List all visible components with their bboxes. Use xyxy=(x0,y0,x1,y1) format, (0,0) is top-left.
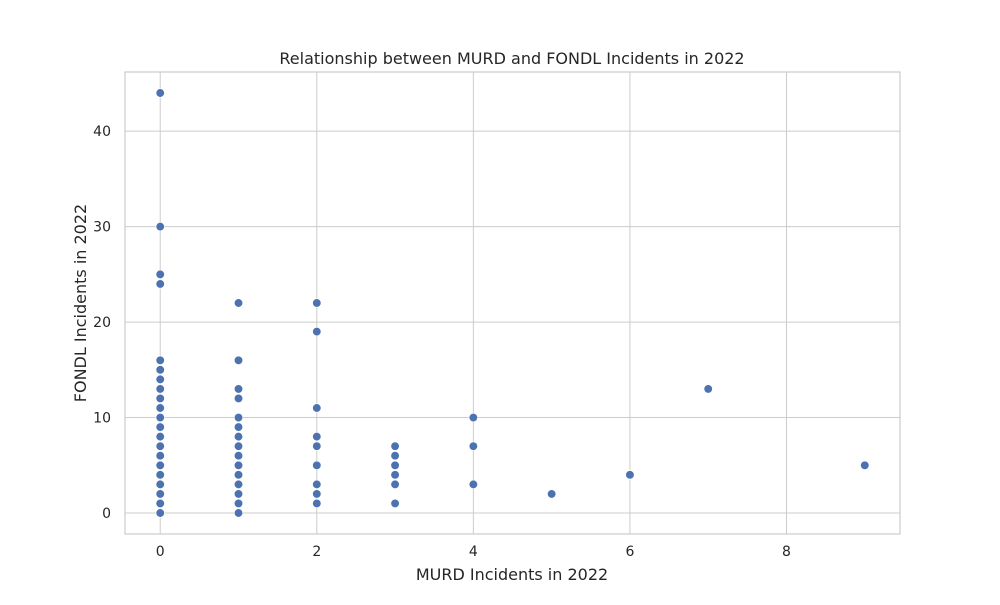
scatter-point xyxy=(233,422,244,432)
scatter-point xyxy=(155,508,165,518)
scatter-point xyxy=(155,479,165,490)
scatter-point xyxy=(312,403,322,413)
scatter-point xyxy=(155,88,165,98)
scatter-point xyxy=(312,326,322,337)
scatter-point xyxy=(233,451,244,461)
scatter-point xyxy=(312,441,322,451)
scatter-point xyxy=(468,441,479,451)
scatter-point xyxy=(155,470,165,480)
scatter-point xyxy=(155,451,165,461)
y-tick-label: 0 xyxy=(102,506,111,522)
scatter-point xyxy=(233,384,244,394)
scatter-point xyxy=(155,498,165,509)
scatter-point xyxy=(233,470,244,480)
scatter-point xyxy=(390,470,400,480)
scatter-point xyxy=(155,422,165,432)
scatter-point xyxy=(155,221,165,232)
scatter-point xyxy=(312,479,322,490)
x-tick-label: 2 xyxy=(312,544,321,560)
scatter-point xyxy=(860,460,870,470)
scatter-point xyxy=(625,470,635,480)
scatter-point xyxy=(155,279,165,289)
scatter-point xyxy=(155,374,165,385)
scatter-point xyxy=(312,460,322,470)
scatter-point xyxy=(233,431,244,442)
scatter-point xyxy=(155,460,165,470)
x-tick-label: 0 xyxy=(156,544,165,560)
scatter-point xyxy=(155,355,165,365)
scatter-point xyxy=(155,489,165,499)
x-tick-label: 8 xyxy=(782,544,791,560)
scatter-point xyxy=(155,403,165,413)
scatter-point xyxy=(390,460,400,470)
scatter-point xyxy=(233,460,244,470)
scatter-point xyxy=(703,384,713,394)
scatter-point xyxy=(155,269,165,280)
scatter-point xyxy=(546,489,557,499)
y-tick-label: 20 xyxy=(93,315,111,331)
scatter-point xyxy=(155,431,165,442)
scatter-point xyxy=(233,355,244,365)
scatter-point xyxy=(312,489,322,499)
scatter-point xyxy=(390,451,400,461)
scatter-point xyxy=(155,393,165,404)
scatter-point xyxy=(233,508,244,518)
x-tick-label: 6 xyxy=(625,544,634,560)
scatter-point xyxy=(233,441,244,451)
y-tick-label: 30 xyxy=(93,220,111,236)
data-points xyxy=(155,88,870,518)
scatter-point xyxy=(233,489,244,499)
grid-lines xyxy=(125,72,900,534)
x-tick-label: 4 xyxy=(469,544,478,560)
scatter-point xyxy=(233,412,244,423)
chart-title: Relationship between MURD and FONDL Inci… xyxy=(279,49,744,68)
x-axis-label: MURD Incidents in 2022 xyxy=(416,565,608,584)
scatter-point xyxy=(390,498,400,509)
scatter-point xyxy=(312,431,322,442)
scatter-point xyxy=(468,479,479,490)
plot-area-frame xyxy=(124,71,901,535)
scatter-point xyxy=(233,498,244,509)
scatter-point xyxy=(468,412,479,423)
scatter-point xyxy=(312,498,322,509)
scatter-point xyxy=(155,384,165,394)
y-tick-label: 10 xyxy=(93,411,111,427)
axis-ticks: 0 2 4 6 8 0 10 20 30 40 xyxy=(93,124,791,560)
scatter-point xyxy=(312,298,322,308)
scatter-point xyxy=(155,365,165,375)
scatter-point xyxy=(155,441,165,451)
scatter-point xyxy=(390,479,400,490)
scatter-point xyxy=(233,479,244,490)
y-axis-label: FONDL Incidents in 2022 xyxy=(71,204,90,402)
scatter-point xyxy=(233,393,244,404)
scatter-point xyxy=(390,441,400,451)
scatter-point xyxy=(233,298,244,308)
y-tick-label: 40 xyxy=(93,124,111,140)
scatter-point xyxy=(155,412,165,423)
